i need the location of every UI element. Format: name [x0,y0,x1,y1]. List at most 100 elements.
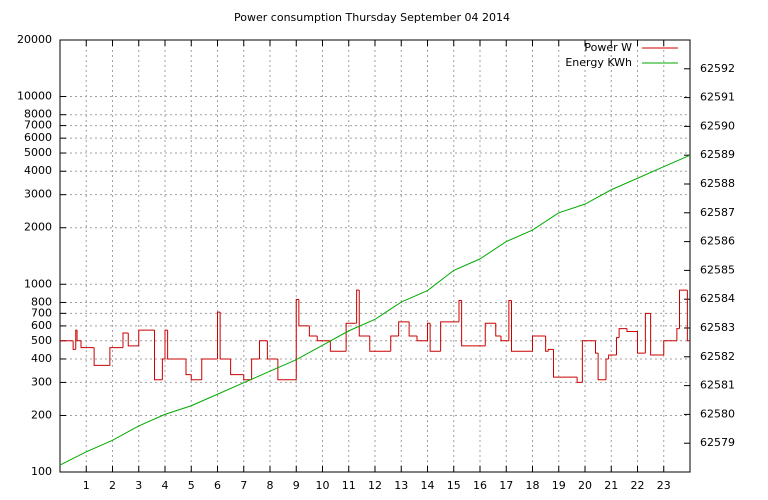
y2-tick-label: 62587 [700,206,735,219]
y-tick-label: 2000 [24,221,52,234]
power-step [440,321,458,352]
y2-tick-label: 62588 [700,177,735,190]
power-step [109,347,123,366]
y2-tick-label: 62581 [700,379,735,392]
x-tick-label: 19 [552,479,566,492]
power-step [122,332,129,348]
x-tick-label: 20 [578,479,592,492]
power-step [626,328,638,333]
x-tick-label: 18 [526,479,540,492]
y2-tick-label: 62582 [700,350,735,363]
power-step [316,336,331,342]
y2-tick-label: 62590 [700,119,735,132]
y-tick-label: 300 [31,375,52,388]
power-step [495,323,501,337]
power-step [127,333,138,347]
power-step [356,289,360,324]
power-step [676,328,679,341]
power-step [295,298,299,380]
y2-tick-label: 62592 [700,62,735,75]
x-tick-label: 14 [421,479,435,492]
power-step [511,300,533,352]
y2-tick-label: 62591 [700,91,735,104]
power-step [390,335,399,352]
y2-tick-label: 62585 [700,263,735,276]
power-step [663,340,677,355]
power-step [637,331,645,354]
power-step [72,340,76,350]
power-step [686,290,690,342]
legend-label: Power W [584,41,632,54]
x-tick-label: 15 [447,479,461,492]
y-tick-label: 3000 [24,188,52,201]
power-step [164,329,168,359]
power-step [259,340,268,359]
y-tick-label: 4000 [24,164,52,177]
power-step [547,348,554,352]
x-tick-label: 2 [109,479,116,492]
y-tick-label: 7000 [24,119,52,132]
x-tick-label: 22 [631,479,645,492]
x-tick-label: 6 [214,479,221,492]
power-step [243,374,252,381]
x-tick-label: 5 [188,479,195,492]
power-step [251,358,260,380]
y2-tick-label: 62583 [700,321,735,334]
x-tick-label: 8 [267,479,274,492]
power-step [576,377,583,383]
y2-tick-label: 62586 [700,235,735,248]
power-step [429,323,441,352]
x-tick-label: 16 [473,479,487,492]
y2-tick-label: 62580 [700,407,735,420]
power-step [201,358,217,380]
power-step [154,330,163,381]
y-tick-label: 6000 [24,131,52,144]
power-step [230,358,244,376]
power-step [595,340,599,354]
y2-tick-label: 62584 [700,292,735,305]
energy-line [59,154,691,466]
power-step [298,299,310,327]
power-step [484,322,496,346]
power-step [545,336,549,352]
power-step [161,358,165,380]
x-tick-label: 3 [135,479,142,492]
y-tick-label: 500 [31,334,52,347]
x-tick-label: 21 [604,479,618,492]
power-step [608,354,617,359]
y-tick-label: 600 [31,319,52,332]
power-step [266,340,278,360]
y-tick-label: 8000 [24,108,52,121]
power-step [308,325,318,337]
power-step [219,312,231,360]
power-step [93,347,110,366]
power-step [329,340,347,352]
power-step [217,311,221,359]
power-step [618,328,627,338]
power-step [345,322,356,352]
y-tick-label: 1000 [24,277,52,290]
y-tick-label: 100 [31,465,52,478]
x-tick-label: 12 [368,479,382,492]
power-step [277,358,295,381]
power-step [369,336,391,352]
x-tick-label: 23 [657,479,671,492]
x-tick-label: 13 [394,479,408,492]
y-tick-label: 800 [31,295,52,308]
power-step [500,336,508,342]
power-step [650,313,664,356]
power-step [427,322,431,341]
power-step [185,358,192,376]
x-tick-label: 17 [499,479,513,492]
power-step [458,299,462,322]
y-tick-label: 5000 [24,146,52,159]
power-step [508,299,512,341]
power-step [408,321,417,337]
power-step [581,340,596,383]
y-tick-label: 700 [31,306,52,319]
power-step [190,374,202,381]
y-tick-label: 400 [31,352,52,365]
x-tick-label: 7 [240,479,247,492]
x-tick-label: 9 [293,479,300,492]
